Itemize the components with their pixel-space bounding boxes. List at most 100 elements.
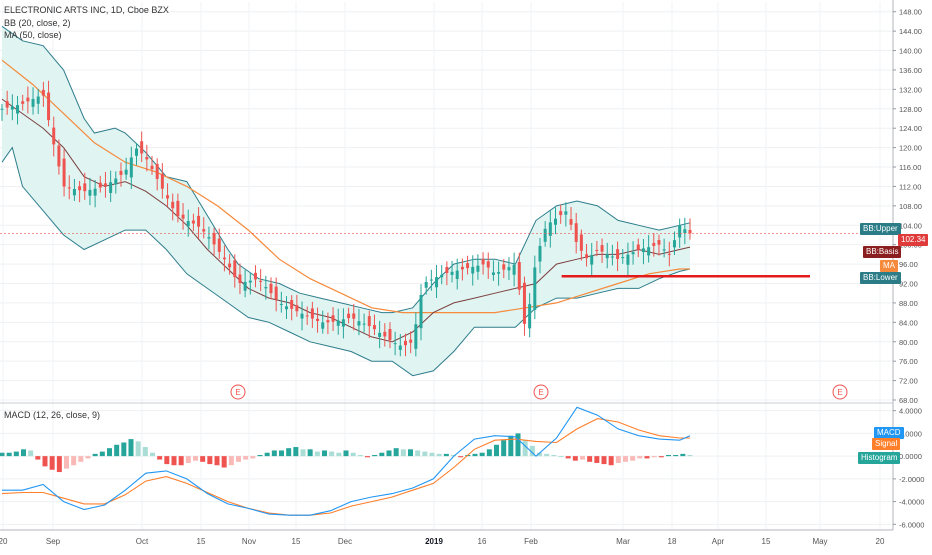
candle-body [631, 252, 635, 255]
histogram-bar [379, 452, 385, 457]
candle-body [129, 157, 133, 178]
histogram-bar [658, 456, 664, 458]
histogram-bar [350, 452, 356, 457]
time-tick-label: Feb [524, 537, 538, 546]
earnings-marker-label: E [235, 388, 240, 397]
candle-body [616, 249, 620, 259]
bb-lower-line [1, 146, 691, 377]
candle-body [305, 315, 309, 317]
histogram-bar [666, 455, 671, 457]
histogram-bar [529, 445, 535, 457]
histogram-bar [673, 455, 679, 457]
candle-body [228, 263, 232, 268]
candle-body [326, 320, 330, 323]
candle-body [166, 195, 170, 199]
candle-body [538, 245, 542, 262]
candle-body [378, 332, 382, 337]
candle-body [47, 92, 51, 121]
candle-body [528, 304, 532, 329]
macd-legend: MACD (12, 26, close, 9) [4, 410, 101, 420]
candle-body [626, 254, 630, 265]
candle-body [610, 256, 614, 258]
histogram-bar [386, 450, 392, 457]
candle-body [600, 245, 604, 252]
candle-body [388, 329, 392, 341]
candle-body [357, 321, 361, 326]
signal-tag: Signal [872, 438, 901, 450]
price-tick-label: 128.00 [899, 105, 922, 114]
candle-body [352, 313, 356, 319]
candle-body [207, 237, 211, 239]
histogram-bar [365, 456, 370, 458]
candle-body [155, 163, 159, 179]
candle-body [476, 265, 480, 272]
histogram-bar [0, 452, 5, 457]
candle-body [124, 169, 128, 175]
candle-body [279, 303, 283, 305]
time-tick-label: 15 [762, 537, 771, 546]
histogram-bar [357, 455, 363, 457]
histogram-bar [451, 455, 456, 457]
price-tick-label: 104.00 [899, 221, 922, 230]
macd-tick-label: 4.0000 [899, 407, 922, 416]
candle-body [243, 281, 247, 291]
candle-body [672, 240, 676, 248]
histogram-bar [400, 449, 406, 457]
histogram-bar [92, 453, 98, 457]
price-tick-label: 72.00 [899, 377, 918, 386]
candle-body [522, 282, 526, 324]
histogram-bar [558, 456, 564, 458]
histogram-bar [121, 442, 127, 457]
histogram-bar [322, 450, 327, 457]
time-tick-label: Dec [338, 537, 352, 546]
histogram-bar [472, 453, 478, 457]
time-tick-label: 18 [668, 537, 677, 546]
time-tick-label: 20 [0, 537, 8, 546]
histogram-bar [343, 450, 349, 457]
histogram-bar [372, 455, 378, 457]
histogram-bar [193, 456, 198, 461]
candle-body [409, 339, 413, 343]
histogram-bar [429, 452, 435, 457]
histogram-bar [236, 456, 241, 462]
histogram-bar [279, 450, 284, 457]
histogram-bar [494, 444, 499, 457]
candle-body [191, 220, 195, 224]
candle-body [481, 259, 485, 265]
candle-body [424, 282, 428, 288]
macd-tag: MACD [874, 427, 904, 439]
histogram-bar [264, 452, 270, 457]
candle-body [5, 101, 9, 108]
symbol-title: ELECTRONIC ARTS INC, 1D, Cboe BZX [4, 5, 169, 15]
candle-body [310, 308, 314, 319]
candle-body [83, 183, 87, 192]
ma-tag: MA [880, 260, 898, 272]
candle-body [197, 215, 201, 227]
price-tick-label: 84.00 [899, 318, 918, 327]
candle-body [486, 261, 490, 268]
histogram-bar [537, 452, 542, 457]
histogram-bar [128, 439, 134, 457]
signal-line [1, 418, 690, 516]
candle-body [450, 271, 454, 275]
histogram-bar [329, 451, 335, 457]
histogram-bar [214, 456, 220, 466]
candle-body [466, 263, 470, 269]
histogram-bar [243, 456, 249, 460]
candle-body [253, 272, 257, 280]
candle-body [233, 260, 237, 278]
candle-body [31, 98, 35, 107]
histogram-bar [35, 456, 41, 460]
histogram-bar [286, 448, 292, 457]
histogram-bar [415, 450, 421, 457]
candle-body [429, 279, 433, 281]
candle-body [455, 270, 459, 280]
price-tick-label: 132.00 [899, 85, 922, 94]
bb-upper-tag: BB:Upper [860, 223, 901, 235]
candle-body [347, 313, 351, 319]
time-tick-label: May [812, 537, 827, 546]
histogram-bar [623, 456, 628, 462]
candle-body [662, 249, 666, 251]
candle-body [93, 188, 97, 196]
